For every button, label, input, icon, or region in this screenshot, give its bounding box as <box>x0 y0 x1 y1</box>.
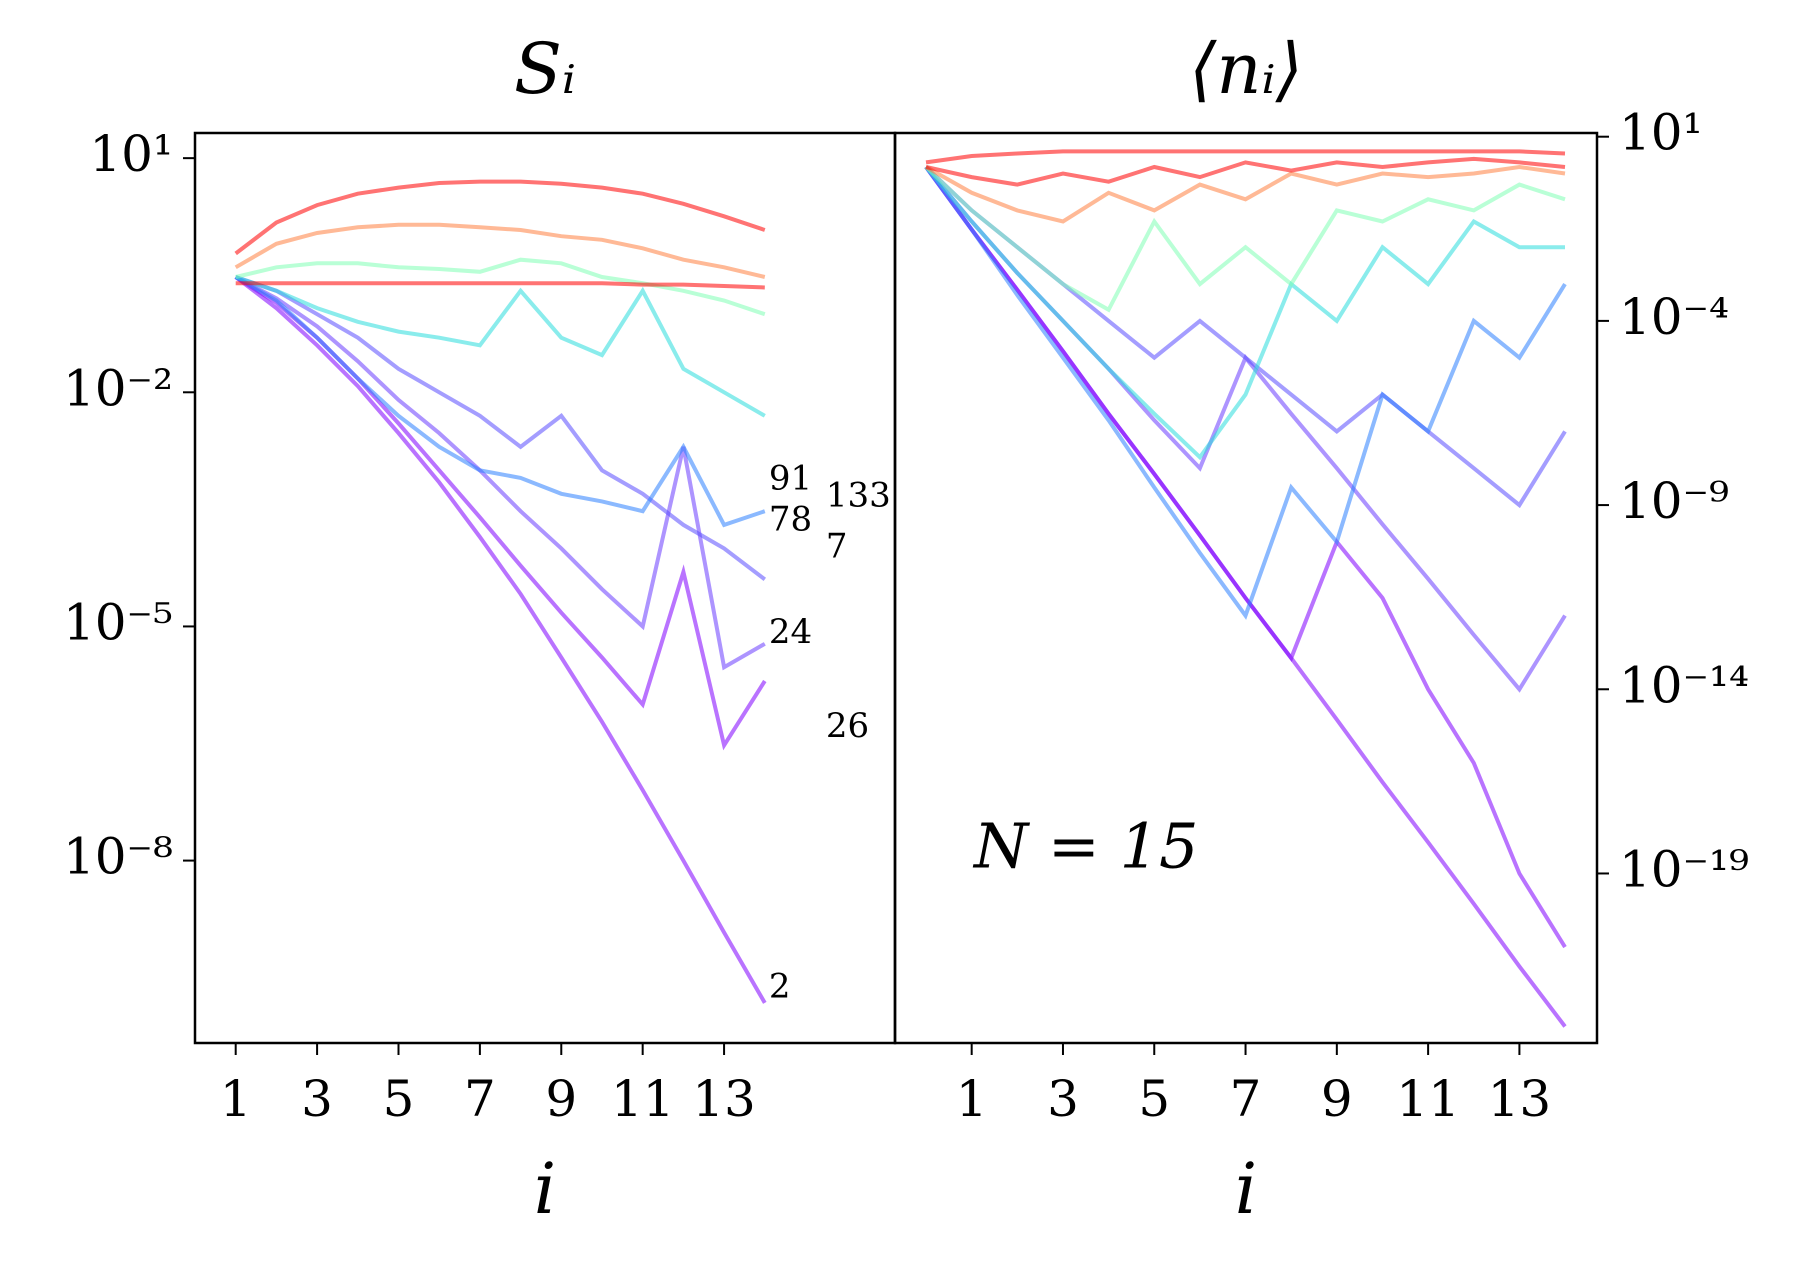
annotation: 133 <box>826 475 891 515</box>
x-tick-label: 11 <box>611 1070 675 1128</box>
x-tick-label: 3 <box>301 1070 333 1128</box>
series-line <box>925 164 1566 224</box>
series-line <box>234 275 767 751</box>
series-line <box>925 156 1566 187</box>
y-tick-label: 10⁻⁴ <box>1619 288 1729 346</box>
annotation: 78 <box>769 500 812 540</box>
y-tick-label: 10⁻² <box>63 359 173 417</box>
x-tick-label: 9 <box>1321 1070 1353 1128</box>
annotation: 26 <box>826 706 869 746</box>
series-line <box>924 165 1566 313</box>
series-line <box>234 179 766 256</box>
series-line <box>235 257 766 317</box>
series-line <box>235 275 766 418</box>
x-tick-label: 7 <box>1230 1070 1262 1128</box>
x-tick-label: 7 <box>464 1070 496 1128</box>
y-tick-label: 10¹ <box>89 125 173 183</box>
y-tick-label: 10¹ <box>1619 104 1703 162</box>
y-tick-label: 10⁻⁵ <box>63 593 173 651</box>
series-line <box>234 275 766 671</box>
chart-title: Sᵢ <box>514 28 576 110</box>
x-axis-label: i <box>1235 1148 1257 1230</box>
series-line <box>234 275 766 528</box>
x-tick-label: 1 <box>220 1070 252 1128</box>
series-line <box>234 275 767 1004</box>
x-tick-label: 13 <box>692 1070 756 1128</box>
annotation: 7 <box>826 526 848 566</box>
plot-frame <box>193 131 897 1045</box>
series-line <box>234 222 766 279</box>
series-line <box>235 281 765 290</box>
x-tick-label: 5 <box>1138 1070 1170 1128</box>
x-tick-label: 3 <box>1047 1070 1079 1128</box>
x-tick-label: 1 <box>956 1070 988 1128</box>
series-line <box>235 275 767 581</box>
annotation: 24 <box>769 612 812 652</box>
series-line <box>925 149 1566 165</box>
annotation: 2 <box>769 966 791 1006</box>
annotation: 91 <box>769 459 812 499</box>
series-line <box>924 165 1567 949</box>
x-tick-label: 9 <box>545 1070 577 1128</box>
y-tick-label: 10⁻⁸ <box>63 828 173 886</box>
y-tick-label: 10⁻¹⁹ <box>1619 840 1749 898</box>
series-line <box>924 165 1565 461</box>
x-tick-label: 5 <box>383 1070 415 1128</box>
chart-title: ⟨nᵢ⟩ <box>1189 28 1303 110</box>
annotation: N = 15 <box>972 809 1199 882</box>
x-tick-label: 11 <box>1396 1070 1460 1128</box>
x-tick-label: 13 <box>1488 1070 1552 1128</box>
y-tick-label: 10⁻⁹ <box>1619 472 1729 530</box>
x-axis-label: i <box>534 1148 556 1230</box>
series-line <box>924 165 1567 620</box>
y-tick-label: 10⁻¹⁴ <box>1619 656 1749 714</box>
